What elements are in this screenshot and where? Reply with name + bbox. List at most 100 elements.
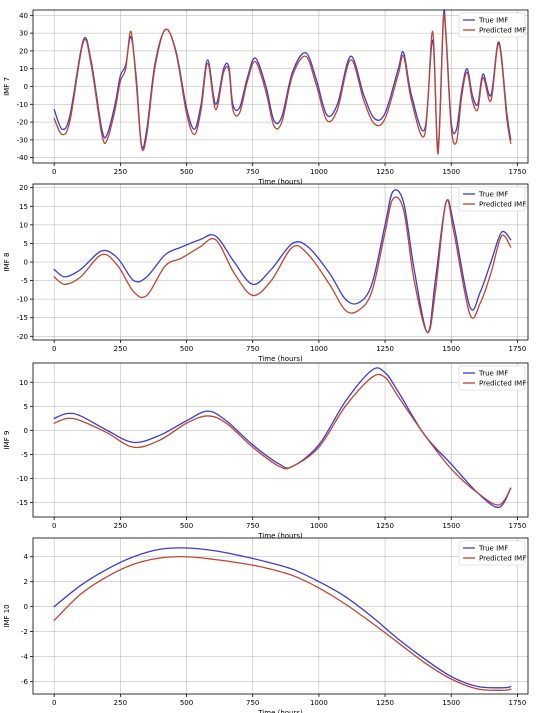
- x-tick-label: 0: [52, 345, 56, 353]
- y-tick-label: -5: [21, 451, 28, 459]
- y-axis-label: IMF 7: [3, 77, 11, 96]
- y-tick-label: -2: [21, 628, 28, 636]
- plot-area: [32, 9, 529, 164]
- x-tick-label: 0: [52, 522, 56, 530]
- legend-label: Predicted IMF: [479, 555, 526, 563]
- legend-label: Predicted IMF: [479, 380, 526, 388]
- x-tick-label: 1000: [310, 168, 328, 176]
- y-tick-label: -15: [17, 499, 28, 507]
- series-line-true-imf: [53, 547, 512, 689]
- y-tick-label: 0: [24, 259, 28, 267]
- y-tick-label: 0: [24, 603, 28, 611]
- x-tick-label: 1750: [508, 522, 526, 530]
- x-tick-label: 1000: [310, 699, 328, 707]
- legend-label: Predicted IMF: [479, 27, 526, 35]
- x-tick-label: 250: [114, 699, 127, 707]
- x-tick-label: 1250: [376, 699, 394, 707]
- y-tick-label: -20: [17, 333, 28, 341]
- legend-box: [458, 540, 526, 566]
- series-line-predicted-imf: [53, 556, 512, 692]
- x-tick-label: 0: [52, 168, 56, 176]
- x-tick-label: 250: [114, 345, 127, 353]
- x-tick-label: 250: [114, 522, 127, 530]
- plot-area: [32, 183, 529, 341]
- y-tick-label: 15: [19, 203, 28, 211]
- legend-label: True IMF: [478, 17, 508, 25]
- x-tick-label: 1000: [310, 522, 328, 530]
- x-tick-label: 750: [246, 168, 259, 176]
- y-tick-label: 0: [24, 427, 28, 435]
- x-tick-label: 500: [180, 168, 193, 176]
- x-tick-label: 1500: [442, 699, 460, 707]
- legend: True IMF Predicted IMF: [458, 12, 526, 38]
- legend-label: Predicted IMF: [479, 201, 526, 209]
- x-tick-label: 1250: [376, 522, 394, 530]
- y-tick-label: -10: [17, 296, 28, 304]
- x-tick-label: 750: [246, 345, 259, 353]
- x-axis-label: Time (hours): [257, 709, 303, 713]
- chart-panel-2: 0 250 500 750 1000 1250 1500 1750 -20 -15 -10 -5 0 5 1…: [3, 183, 529, 363]
- legend-box: [458, 186, 526, 212]
- y-axis-label: IMF 8: [3, 253, 11, 272]
- y-tick-label: -10: [17, 475, 28, 483]
- x-tick-label: 500: [180, 522, 193, 530]
- x-tick-label: 1750: [508, 168, 526, 176]
- y-tick-label: -5: [21, 277, 28, 285]
- x-tick-label: 1750: [508, 699, 526, 707]
- y-tick-label: 5: [24, 240, 28, 248]
- x-tick-label: 1500: [442, 168, 460, 176]
- y-tick-label: -4: [21, 653, 29, 661]
- series-line-true-imf: [53, 189, 512, 334]
- x-tick-label: 1250: [376, 168, 394, 176]
- legend-label: True IMF: [478, 370, 508, 378]
- x-tick-label: 500: [180, 345, 193, 353]
- x-axis-label: Time (hours): [257, 355, 303, 363]
- y-tick-label: -6: [21, 678, 29, 686]
- series-line-true-imf: [53, 367, 512, 509]
- legend-box: [458, 365, 526, 391]
- x-tick-label: 750: [246, 699, 259, 707]
- y-tick-label: 20: [19, 47, 28, 55]
- series-line-predicted-imf: [53, 13, 512, 155]
- y-tick-label: -15: [17, 314, 28, 322]
- x-tick-label: 1250: [376, 345, 394, 353]
- y-tick-label: 4: [24, 553, 29, 561]
- x-axis-label: Time (hours): [257, 532, 303, 540]
- plot-area: [32, 537, 529, 695]
- legend: True IMF Predicted IMF: [458, 186, 526, 212]
- y-axis-label: IMF 10: [3, 604, 11, 627]
- legend-label: True IMF: [478, 191, 508, 199]
- chart-panel-1: 0 250 500 750 1000 1250 1500 1750 -40 -30 -20 -10 0 1…: [3, 9, 529, 186]
- y-tick-label: -30: [17, 136, 28, 144]
- x-tick-label: 500: [180, 699, 193, 707]
- y-axis-label: IMF 9: [3, 431, 11, 450]
- y-tick-label: 30: [19, 30, 28, 38]
- y-tick-label: 5: [24, 403, 28, 411]
- x-tick-label: 1500: [442, 345, 460, 353]
- x-tick-label: 1000: [310, 345, 328, 353]
- chart-panel-3: 0 250 500 750 1000 1250 1500 1750 -15 -10 -5 0 5 10 Ti…: [3, 362, 529, 540]
- x-tick-label: 750: [246, 522, 259, 530]
- series-line-predicted-imf: [53, 373, 512, 506]
- y-tick-label: 10: [19, 379, 28, 387]
- y-tick-label: 40: [19, 12, 28, 20]
- y-tick-label: 0: [24, 83, 28, 91]
- x-tick-label: 0: [52, 699, 56, 707]
- y-tick-label: 2: [24, 578, 28, 586]
- x-axis-label: Time (hours): [257, 178, 303, 186]
- y-tick-label: -20: [17, 119, 28, 127]
- x-tick-label: 1500: [442, 522, 460, 530]
- y-tick-label: 20: [19, 184, 28, 192]
- legend-label: True IMF: [478, 545, 508, 553]
- y-tick-label: -40: [17, 154, 28, 162]
- legend: True IMF Predicted IMF: [458, 540, 526, 566]
- series-line-predicted-imf: [53, 196, 512, 334]
- legend-box: [458, 12, 526, 38]
- x-tick-label: 1750: [508, 345, 526, 353]
- y-tick-label: 10: [19, 65, 28, 73]
- y-tick-label: 10: [19, 221, 28, 229]
- plot-area: [32, 362, 529, 518]
- chart-panel-4: 0 250 500 750 1000 1250 1500 1750 -6 -4 -2 0 2 4 Time …: [3, 537, 529, 713]
- x-tick-label: 250: [114, 168, 127, 176]
